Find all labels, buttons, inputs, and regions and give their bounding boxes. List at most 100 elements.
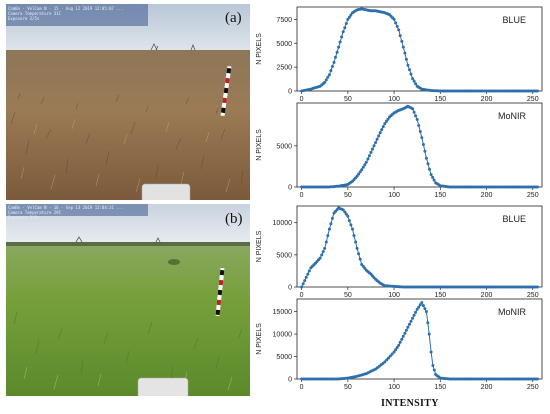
data-point bbox=[406, 325, 410, 329]
data-point bbox=[323, 80, 327, 84]
y-axis-label: N PIXELS bbox=[256, 129, 263, 161]
y-tick-label: 7500 bbox=[276, 17, 292, 24]
data-point bbox=[394, 21, 398, 25]
data-point bbox=[423, 149, 427, 153]
data-point bbox=[418, 130, 422, 133]
data-point bbox=[404, 57, 408, 61]
data-point bbox=[420, 136, 424, 140]
data-point bbox=[404, 328, 408, 332]
data-point bbox=[355, 246, 359, 250]
data-point bbox=[421, 304, 425, 308]
data-point bbox=[535, 185, 539, 189]
x-tick-label: 150 bbox=[434, 292, 446, 299]
x-tick-label: 150 bbox=[434, 384, 446, 391]
data-point bbox=[381, 125, 385, 129]
data-point bbox=[417, 124, 421, 127]
data-point bbox=[385, 358, 389, 362]
data-point bbox=[403, 51, 407, 55]
data-point bbox=[414, 310, 418, 314]
data-point bbox=[323, 246, 327, 250]
x-tick-label: 250 bbox=[527, 384, 539, 391]
data-point bbox=[401, 334, 405, 338]
data-point bbox=[320, 253, 324, 257]
series-label: MoNIR bbox=[498, 111, 527, 121]
data-point bbox=[330, 216, 334, 220]
data-point bbox=[380, 128, 384, 132]
y-axis-label: N PIXELS bbox=[256, 33, 263, 65]
panel-label-a: (a) bbox=[225, 10, 242, 26]
y-tick-label: 0 bbox=[288, 285, 292, 292]
data-point bbox=[349, 13, 353, 17]
stamp-line: Exposure 3/5s bbox=[8, 16, 40, 21]
data-point bbox=[337, 45, 341, 49]
data-point bbox=[358, 257, 362, 261]
data-point bbox=[378, 131, 382, 135]
x-tick-label: 50 bbox=[344, 192, 352, 199]
data-point bbox=[369, 150, 373, 154]
series-label: MoNIR bbox=[498, 307, 527, 317]
data-point bbox=[346, 214, 350, 218]
data-point bbox=[347, 219, 351, 223]
data-point bbox=[326, 234, 330, 238]
data-point bbox=[427, 332, 431, 336]
stamp-line: Camera Temperature 29C bbox=[8, 210, 61, 215]
data-point bbox=[412, 79, 416, 83]
data-point bbox=[414, 114, 418, 118]
data-point bbox=[392, 350, 396, 354]
y-tick-label: 10000 bbox=[273, 332, 293, 339]
data-point bbox=[388, 354, 392, 358]
x-tick-label: 50 bbox=[344, 292, 352, 299]
data-point bbox=[535, 285, 539, 289]
data-point bbox=[344, 212, 348, 216]
stamp-line: CamBo · VelCam N · 15 · Aug 12 2019 12:0… bbox=[8, 6, 124, 11]
data-point bbox=[406, 63, 410, 67]
green-field-photo bbox=[6, 204, 250, 396]
data-point bbox=[341, 208, 345, 212]
data-point bbox=[334, 55, 337, 59]
data-point bbox=[372, 144, 376, 148]
panel-label-b: (b) bbox=[225, 211, 243, 227]
data-point bbox=[349, 223, 353, 227]
data-point bbox=[346, 17, 350, 21]
data-point bbox=[429, 173, 433, 177]
data-point bbox=[415, 118, 419, 121]
data-point bbox=[397, 343, 401, 347]
data-point bbox=[426, 321, 430, 325]
data-point bbox=[408, 322, 411, 326]
data-point bbox=[358, 170, 362, 174]
y-tick-label: 10000 bbox=[273, 220, 293, 227]
data-point bbox=[377, 134, 381, 138]
x-tick-label: 200 bbox=[481, 192, 493, 199]
data-point bbox=[392, 17, 396, 21]
data-point bbox=[390, 352, 394, 356]
data-point bbox=[375, 137, 379, 141]
data-point bbox=[303, 279, 307, 283]
data-point bbox=[423, 307, 427, 311]
data-point bbox=[329, 69, 333, 73]
data-point bbox=[330, 65, 334, 68]
x-tick-label: 200 bbox=[481, 96, 493, 103]
y-axis-label: N PIXELS bbox=[256, 230, 263, 262]
photo-b: CamBo · VelCam N · 16 · Sep 13 2019 12:0… bbox=[6, 204, 250, 396]
x-tick-label: 250 bbox=[527, 96, 539, 103]
data-point bbox=[347, 15, 351, 19]
data-point bbox=[300, 285, 304, 289]
data-point bbox=[409, 72, 413, 76]
x-tick-label: 250 bbox=[527, 192, 539, 199]
x-tick-label: 150 bbox=[434, 192, 446, 199]
photo-a-stamp: CamBo · VelCam N · 15 · Aug 12 2019 12:0… bbox=[8, 6, 124, 21]
data-point bbox=[401, 45, 405, 49]
data-point bbox=[357, 252, 361, 256]
data-point bbox=[363, 163, 367, 167]
x-tick-label: 150 bbox=[434, 96, 446, 103]
histogram-b-blue: 0 50 100 150 200 250 0 5000 10000 N PIXELS BLUE bbox=[256, 205, 543, 299]
y-tick-label: 15000 bbox=[273, 309, 293, 316]
x-tick-label: 0 bbox=[300, 384, 304, 391]
data-point bbox=[420, 301, 424, 305]
data-point bbox=[324, 240, 328, 244]
y-tick-label: 2500 bbox=[276, 65, 292, 72]
x-tick-label: 100 bbox=[388, 292, 400, 299]
data-point bbox=[411, 107, 415, 111]
data-point bbox=[383, 122, 387, 126]
stamp-line: Exposure 3/5s bbox=[8, 215, 40, 220]
